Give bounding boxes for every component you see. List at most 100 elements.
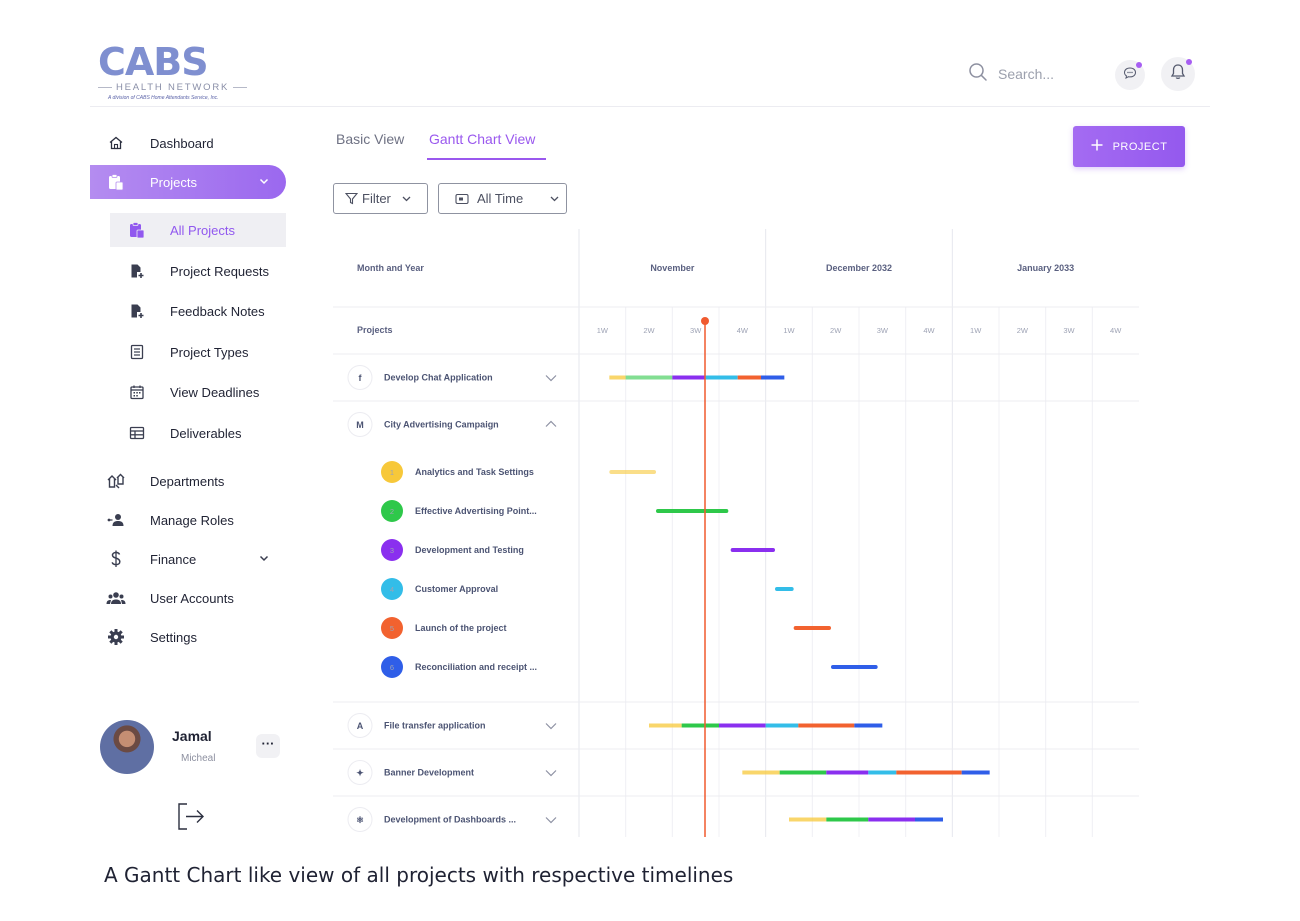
month-label: December 2032 bbox=[826, 263, 892, 273]
gantt-bar-segment[interactable] bbox=[779, 770, 827, 775]
messages-button[interactable] bbox=[1115, 60, 1145, 90]
week-label: 1W bbox=[970, 326, 982, 335]
sidebar-item-finance[interactable]: Finance bbox=[90, 542, 286, 576]
mcdonalds-icon bbox=[347, 412, 373, 437]
gantt-chart: Month and Year Projects November December 2… bbox=[333, 229, 1139, 837]
task-name: Development and Testing bbox=[415, 545, 524, 555]
active-tab-indicator bbox=[427, 158, 546, 160]
gantt-task-bar[interactable] bbox=[775, 587, 794, 591]
gantt-bar-segment[interactable] bbox=[719, 723, 766, 728]
gantt-bar-segment[interactable] bbox=[915, 817, 943, 822]
gantt-bar-segment[interactable] bbox=[765, 723, 799, 728]
projects-header: Projects bbox=[357, 325, 393, 335]
sidebar-subitem-label: Feedback Notes bbox=[170, 303, 265, 319]
gantt-bar-segment[interactable] bbox=[798, 723, 855, 728]
gantt-bar-segment[interactable] bbox=[826, 817, 869, 822]
add-project-button[interactable]: PROJECT bbox=[1073, 126, 1185, 167]
user-name: Jamal bbox=[172, 728, 212, 744]
gantt-bar-segment[interactable] bbox=[868, 770, 897, 775]
cabs-logo[interactable]: CABS HEALTH NETWORK A division of CABS H… bbox=[98, 40, 248, 104]
gantt-bar-segment[interactable] bbox=[649, 723, 682, 728]
week-label: 3W bbox=[690, 326, 702, 335]
gantt-bar-segment[interactable] bbox=[868, 817, 915, 822]
logout-button[interactable] bbox=[176, 802, 206, 837]
gantt-bar-segment[interactable] bbox=[896, 770, 962, 775]
sidebar-subitem-label: Project Requests bbox=[170, 263, 269, 279]
gantt-task-bar[interactable] bbox=[730, 548, 775, 552]
logo-tagline: A division of CABS Home Attendants Servi… bbox=[108, 95, 219, 101]
sidebar-subitem-feedback-notes[interactable]: Feedback Notes bbox=[110, 294, 286, 328]
tab-basic-view[interactable]: Basic View bbox=[336, 131, 405, 147]
task-number-badge bbox=[381, 578, 403, 600]
filter-dropdown[interactable]: Filter bbox=[333, 183, 428, 214]
gantt-bar-segment[interactable] bbox=[609, 375, 626, 380]
sidebar-item-label: Projects bbox=[150, 174, 197, 190]
avatar[interactable] bbox=[100, 720, 154, 774]
task-number-badge bbox=[381, 539, 403, 561]
gantt-bar-segment[interactable] bbox=[705, 375, 738, 380]
chevron-down-icon bbox=[258, 552, 270, 567]
gantt-bar-segment[interactable] bbox=[737, 375, 761, 380]
twitter-icon-glyph: ✦ bbox=[356, 768, 364, 778]
gantt-bar-segment[interactable] bbox=[625, 375, 673, 380]
notifications-button[interactable] bbox=[1161, 57, 1195, 91]
react-icon bbox=[347, 807, 373, 832]
filter-label: Filter bbox=[362, 191, 391, 206]
gantt-bar-segment[interactable] bbox=[681, 723, 719, 728]
chevron-down-icon[interactable] bbox=[545, 770, 557, 777]
logo-wordmark: CABS bbox=[98, 40, 209, 84]
search-input[interactable]: Search... bbox=[998, 65, 1055, 82]
gear-icon bbox=[106, 627, 126, 647]
chevron-down-icon[interactable] bbox=[545, 817, 557, 824]
gantt-bar-segment[interactable] bbox=[789, 817, 827, 822]
clipboard-icon bbox=[106, 172, 126, 192]
tab-gantt-chart-view[interactable]: Gantt Chart View bbox=[429, 131, 536, 147]
sidebar-item-departments[interactable]: Departments bbox=[90, 464, 286, 498]
sidebar-subitem-deliverables[interactable]: Deliverables bbox=[110, 416, 286, 450]
add-project-label: PROJECT bbox=[1112, 140, 1168, 153]
sidebar-item-label: Dashboard bbox=[150, 135, 214, 151]
gantt-bar-segment[interactable] bbox=[672, 375, 705, 380]
project-name: File transfer application bbox=[384, 721, 486, 731]
task-number-badge bbox=[381, 500, 403, 522]
user-more-button[interactable]: ··· bbox=[256, 734, 280, 758]
gantt-task-bar[interactable] bbox=[793, 626, 831, 630]
gantt-task-bar[interactable] bbox=[656, 509, 729, 513]
gantt-bar-segment[interactable] bbox=[826, 770, 869, 775]
sidebar-item-dashboard[interactable]: Dashboard bbox=[90, 126, 286, 160]
facebook-icon-glyph: f bbox=[359, 373, 363, 383]
sidebar-item-settings[interactable]: Settings bbox=[90, 620, 286, 654]
twitter-icon bbox=[347, 760, 373, 785]
gantt-canvas: Month and Year Projects November December 2… bbox=[333, 229, 1139, 837]
week-label: 2W bbox=[643, 326, 655, 335]
sidebar-item-manage-roles[interactable]: Manage Roles bbox=[90, 503, 286, 537]
task-name: Customer Approval bbox=[415, 584, 498, 594]
gantt-bar-segment[interactable] bbox=[854, 723, 883, 728]
react-icon-glyph: ⚛ bbox=[356, 815, 364, 825]
calendar-card-icon bbox=[455, 193, 469, 205]
chevron-down-icon[interactable] bbox=[545, 375, 557, 382]
sidebar-item-projects[interactable]: Projects bbox=[90, 165, 286, 199]
task-number-badge bbox=[381, 617, 403, 639]
chevron-down-icon[interactable] bbox=[545, 723, 557, 730]
time-range-dropdown[interactable]: All Time bbox=[438, 183, 567, 214]
sidebar-subitem-project-types[interactable]: Project Types bbox=[110, 335, 286, 369]
week-label: 4W bbox=[737, 326, 749, 335]
gantt-task-bar[interactable] bbox=[609, 470, 656, 474]
search-bar[interactable]: Search... bbox=[968, 62, 1054, 85]
week-label: 2W bbox=[830, 326, 842, 335]
clipboard-icon bbox=[128, 221, 146, 239]
sidebar-subitem-all-projects[interactable]: All Projects bbox=[110, 213, 286, 247]
sidebar-subitem-view-deadlines[interactable]: View Deadlines bbox=[110, 375, 286, 409]
gantt-bar-segment[interactable] bbox=[761, 375, 785, 380]
header-divider bbox=[90, 106, 1210, 107]
sidebar-item-user-accounts[interactable]: User Accounts bbox=[90, 581, 286, 615]
gantt-bar-segment[interactable] bbox=[742, 770, 780, 775]
chevron-up-icon[interactable] bbox=[545, 420, 557, 427]
page-caption: A Gantt Chart like view of all projects … bbox=[104, 863, 734, 887]
sidebar-subitem-project-requests[interactable]: Project Requests bbox=[110, 254, 286, 288]
task-name: Analytics and Task Settings bbox=[415, 467, 534, 477]
gantt-bar-segment[interactable] bbox=[961, 770, 990, 775]
gantt-task-bar[interactable] bbox=[831, 665, 878, 669]
google-ads-icon bbox=[347, 713, 373, 738]
